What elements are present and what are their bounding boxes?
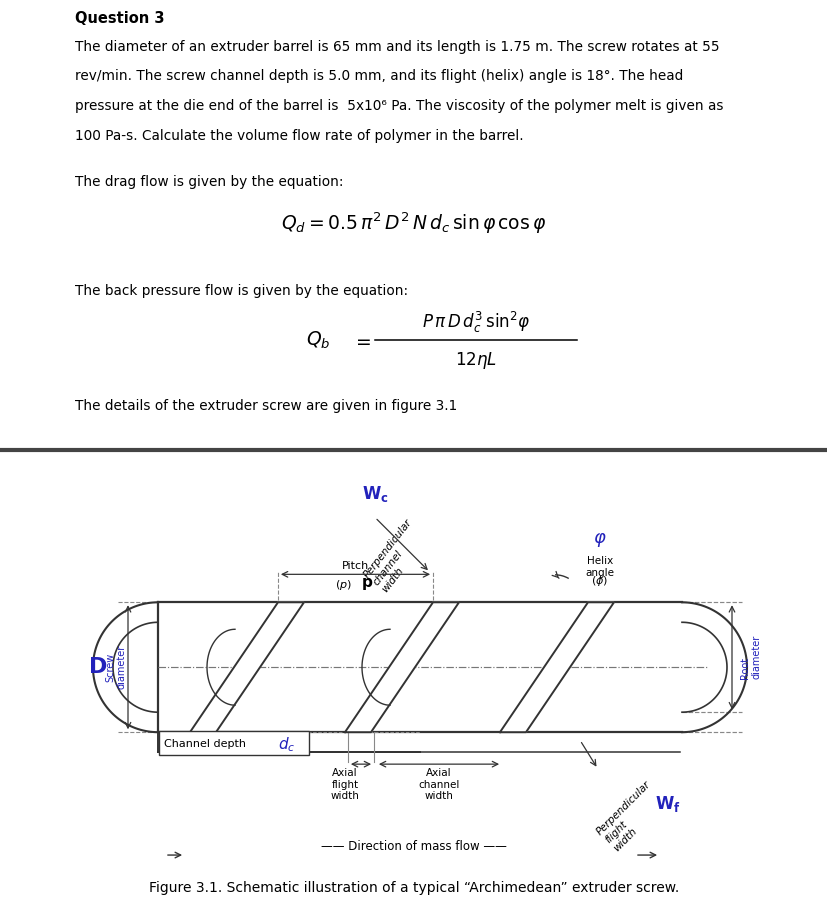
Text: Pitch: Pitch xyxy=(342,561,369,571)
Text: $(p)$: $(p)$ xyxy=(335,579,351,592)
Text: $d_c$: $d_c$ xyxy=(278,734,295,753)
Text: —— Direction of mass flow ——: —— Direction of mass flow —— xyxy=(321,840,506,853)
Text: 100 Pa-s. Calculate the volume flow rate of polymer in the barrel.: 100 Pa-s. Calculate the volume flow rate… xyxy=(74,129,523,143)
Text: Axial
channel
width: Axial channel width xyxy=(418,768,459,802)
Polygon shape xyxy=(189,602,304,733)
Text: The details of the extruder screw are given in figure 3.1: The details of the extruder screw are gi… xyxy=(74,399,457,412)
Text: $Q_b$: $Q_b$ xyxy=(306,329,331,350)
Text: $\mathbf{p}$: $\mathbf{p}$ xyxy=(361,576,373,592)
Text: Channel depth: Channel depth xyxy=(164,739,246,749)
FancyBboxPatch shape xyxy=(159,731,308,755)
Text: Screw
diameter: Screw diameter xyxy=(105,645,127,690)
Text: $12\eta L$: $12\eta L$ xyxy=(455,349,496,371)
Text: Axial
flight
width: Axial flight width xyxy=(330,768,359,802)
Text: $(\phi)$: $(\phi)$ xyxy=(590,574,608,589)
Text: $P\,\pi\,D\,d_c^3\,\sin^2\!\varphi$: $P\,\pi\,D\,d_c^3\,\sin^2\!\varphi$ xyxy=(422,309,529,335)
Polygon shape xyxy=(345,602,458,733)
Text: $=$: $=$ xyxy=(351,330,370,349)
Text: pressure at the die end of the barrel is  5x10⁶ Pa. The viscosity of the polymer: pressure at the die end of the barrel is… xyxy=(74,99,722,113)
Text: D: D xyxy=(88,657,107,677)
Text: The drag flow is given by the equation:: The drag flow is given by the equation: xyxy=(74,175,342,188)
Text: rev/min. The screw channel depth is 5.0 mm, and its flight (helix) angle is 18°.: rev/min. The screw channel depth is 5.0 … xyxy=(74,69,682,84)
Text: Perpendicular
channel
width: Perpendicular channel width xyxy=(361,518,432,594)
Text: Figure 3.1. Schematic illustration of a typical “Archimedean” extruder screw.: Figure 3.1. Schematic illustration of a … xyxy=(149,881,678,895)
Text: The diameter of an extruder barrel is 65 mm and its length is 1.75 m. The screw : The diameter of an extruder barrel is 65… xyxy=(74,40,719,54)
Text: $\varphi$: $\varphi$ xyxy=(592,531,606,550)
Text: $\mathbf{W_f}$: $\mathbf{W_f}$ xyxy=(654,794,680,814)
Polygon shape xyxy=(500,602,614,733)
Text: $\mathbf{W_c}$: $\mathbf{W_c}$ xyxy=(361,484,388,504)
Text: Root
diameter: Root diameter xyxy=(739,635,761,680)
Text: Question 3: Question 3 xyxy=(74,11,164,26)
Text: Helix
angle: Helix angle xyxy=(585,556,614,578)
Text: $Q_d = 0.5\,\pi^2\,D^2\,N\,d_c\,\sin\varphi\,\cos\varphi$: $Q_d = 0.5\,\pi^2\,D^2\,N\,d_c\,\sin\var… xyxy=(281,210,546,236)
Text: The back pressure flow is given by the equation:: The back pressure flow is given by the e… xyxy=(74,284,407,298)
Text: Perpendicular
flight
width: Perpendicular flight width xyxy=(595,779,668,854)
